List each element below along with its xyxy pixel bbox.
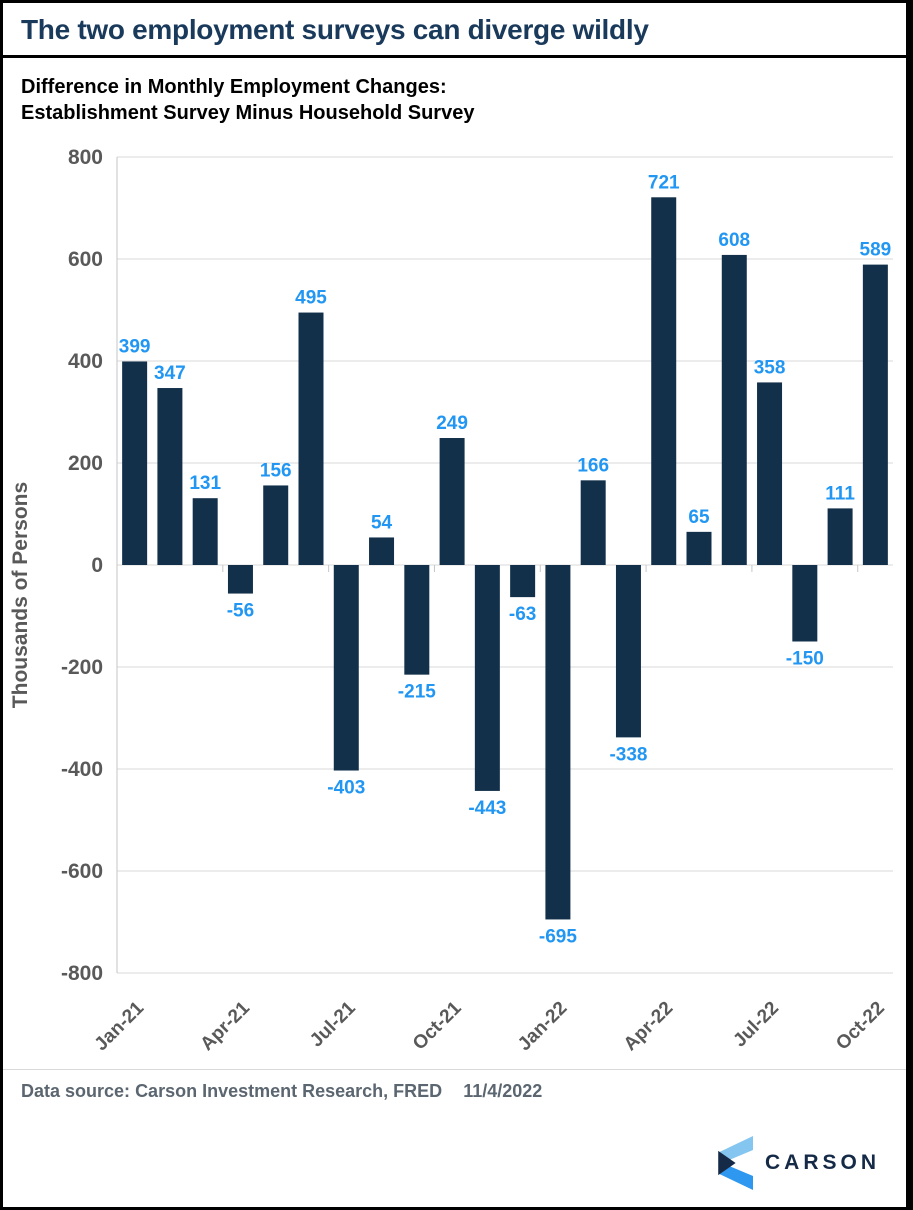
footer: Data source: Carson Investment Research,… <box>3 1070 906 1102</box>
x-tick-label: Jan-21 <box>91 997 149 1055</box>
bar <box>580 480 606 565</box>
bar-value-label: 608 <box>718 230 750 251</box>
bar-value-label: 166 <box>577 455 609 476</box>
bar-value-label: -443 <box>468 798 506 819</box>
y-tick-label: -400 <box>61 758 103 781</box>
y-tick-label: -600 <box>61 860 103 883</box>
bar <box>369 537 395 565</box>
footer-divider <box>3 1069 906 1070</box>
data-source-value: Carson Investment Research, FRED <box>135 1081 443 1101</box>
bar-value-label: 156 <box>260 460 292 481</box>
y-tick-label: -200 <box>61 656 103 679</box>
y-tick-label: 0 <box>91 554 103 577</box>
bar-value-label: -403 <box>327 778 365 799</box>
bar <box>651 197 677 565</box>
bar-value-label: -338 <box>609 744 647 765</box>
bar <box>404 565 430 675</box>
bar <box>192 498 218 565</box>
y-tick-label: 800 <box>68 146 103 169</box>
bar <box>510 565 536 598</box>
bar <box>721 254 747 566</box>
header: The two employment surveys can diverge w… <box>3 3 906 58</box>
carson-logo: CARSON <box>713 1135 880 1191</box>
bar-value-label: 589 <box>860 240 892 261</box>
bar <box>439 438 465 565</box>
bar-value-label: 495 <box>295 288 327 309</box>
y-tick-label: 600 <box>68 248 103 271</box>
x-tick-label: Oct-21 <box>409 997 466 1054</box>
page-title: The two employment surveys can diverge w… <box>21 14 649 45</box>
bar-value-label: 347 <box>154 363 186 384</box>
x-tick-label: Jul-22 <box>729 998 783 1052</box>
bar-value-label: 111 <box>825 483 855 504</box>
bar-value-label: 54 <box>371 512 393 533</box>
bar-value-label: -150 <box>786 649 824 670</box>
chart-subtitle: Difference in Monthly Employment Changes… <box>21 74 888 126</box>
bar <box>474 565 500 791</box>
bar <box>227 565 253 594</box>
y-tick-label: 200 <box>68 452 103 475</box>
bar <box>263 485 289 565</box>
bar-value-label: -695 <box>539 926 577 947</box>
chart-subtitle-line-1: Difference in Monthly Employment Changes… <box>21 76 447 98</box>
bar-value-label: 721 <box>648 172 680 193</box>
bar-value-label: -63 <box>509 604 536 625</box>
bar <box>757 382 783 565</box>
bar <box>862 264 888 565</box>
chart-subtitle-line-2: Establishment Survey Minus Household Sur… <box>21 102 475 124</box>
bar-value-label: -215 <box>398 682 436 703</box>
x-tick-label: Jul-21 <box>306 997 360 1051</box>
bar-value-label: 131 <box>189 473 221 494</box>
carson-logo-icon <box>718 1136 753 1190</box>
bar <box>157 388 183 565</box>
carson-logo-text: CARSON <box>764 1151 880 1174</box>
bar <box>545 565 571 920</box>
bar <box>615 565 641 738</box>
bar <box>298 312 324 565</box>
bar-value-label: 249 <box>436 413 468 434</box>
x-tick-label: Jan-22 <box>514 998 571 1055</box>
bar <box>686 531 712 565</box>
y-tick-label: -800 <box>61 962 103 985</box>
y-tick-label: 400 <box>68 350 103 373</box>
bar <box>792 565 818 642</box>
bar <box>122 361 148 565</box>
x-tick-label: Apr-22 <box>620 998 677 1055</box>
bar <box>827 508 853 565</box>
y-axis-title: Thousands of Persons <box>9 482 32 708</box>
bar <box>333 565 359 771</box>
bar-value-label: 358 <box>754 357 786 378</box>
bar-value-label: -56 <box>227 601 254 622</box>
bar-value-label: 399 <box>119 337 151 358</box>
bar-chart: 800 600 400 200 0 -200 -400 -600 -800 399 347 131 -5… <box>3 132 906 1069</box>
data-source-label: Data source: <box>21 1081 131 1101</box>
bar-value-label: 65 <box>688 507 710 528</box>
x-tick-label: Oct-22 <box>832 998 889 1055</box>
x-tick-label: Apr-21 <box>197 997 255 1055</box>
data-source-date: 11/4/2022 <box>463 1081 543 1101</box>
